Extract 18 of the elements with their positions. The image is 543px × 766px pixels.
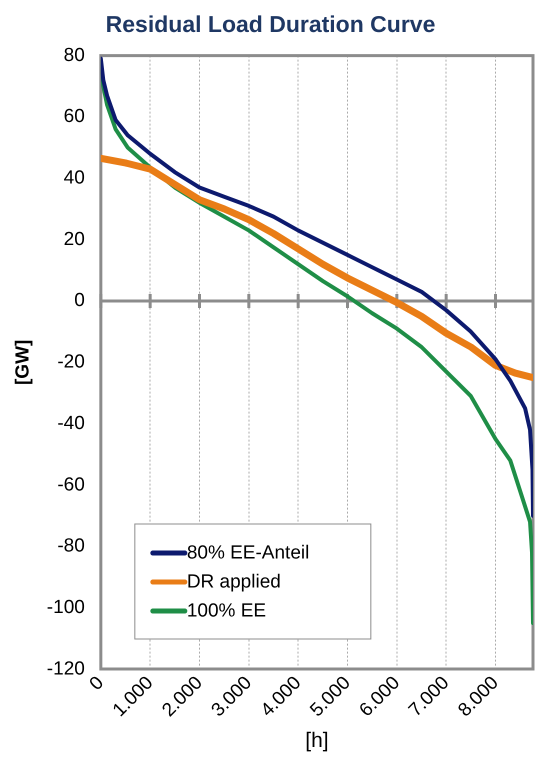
- y-axis-title: [GW]: [12, 340, 34, 386]
- y-tick-label: 20: [64, 228, 85, 250]
- chart-title: Residual Load Duration Curve: [106, 11, 436, 38]
- y-tick-label: -20: [57, 352, 85, 373]
- legend-label: 80% EE-Anteil: [186, 542, 310, 564]
- x-tick-label: 0: [86, 672, 108, 695]
- y-tick-label: -40: [57, 412, 85, 434]
- y-tick-label: -60: [57, 474, 85, 496]
- y-tick-label: 0: [74, 290, 85, 312]
- y-tick-label: 40: [64, 168, 85, 189]
- y-tick-label: -120: [46, 658, 85, 680]
- y-tick-label: 60: [64, 106, 85, 128]
- legend-label: DR applied: [186, 571, 281, 592]
- x-axis-title: [h]: [305, 729, 329, 752]
- y-tick-label: -80: [57, 536, 85, 557]
- y-tick-label: -100: [46, 596, 85, 618]
- legend-label: 100% EE: [186, 600, 266, 622]
- y-tick-label: 80: [64, 44, 85, 66]
